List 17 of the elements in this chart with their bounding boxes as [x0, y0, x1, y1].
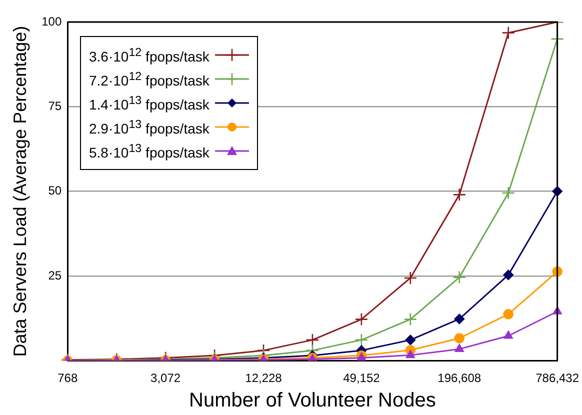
legend-label: 5.8·10$^{13}$ fpops/task	[89, 142, 210, 160]
x-axis-title: Number of Volunteer Nodes	[189, 390, 436, 412]
y-tick-label: 25	[48, 268, 62, 282]
y-axis-title: Data Servers Load (Average Percentage)	[10, 26, 30, 357]
legend-label: 2.9·10$^{13}$ fpops/task	[89, 118, 210, 136]
y-tick-label: 75	[48, 98, 62, 113]
x-tick-label: 3,072	[150, 371, 181, 386]
legend-label: 3.6·10$^{12}$ fpops/task	[89, 46, 210, 64]
legend-label: 7.2·10$^{12}$ fpops/task	[89, 70, 210, 88]
legend-label: 1.4·10$^{13}$ fpops/task	[89, 94, 210, 112]
y-tick-label: 100	[42, 14, 62, 28]
x-tick-label: 49,152	[343, 371, 380, 386]
y-tick-label: 50	[48, 184, 62, 198]
x-tick-label: 12,228	[245, 371, 282, 386]
x-tick-label: 768	[58, 371, 78, 386]
x-tick-label: 196,608	[438, 371, 482, 386]
x-tick-label: 786,432	[536, 371, 580, 386]
